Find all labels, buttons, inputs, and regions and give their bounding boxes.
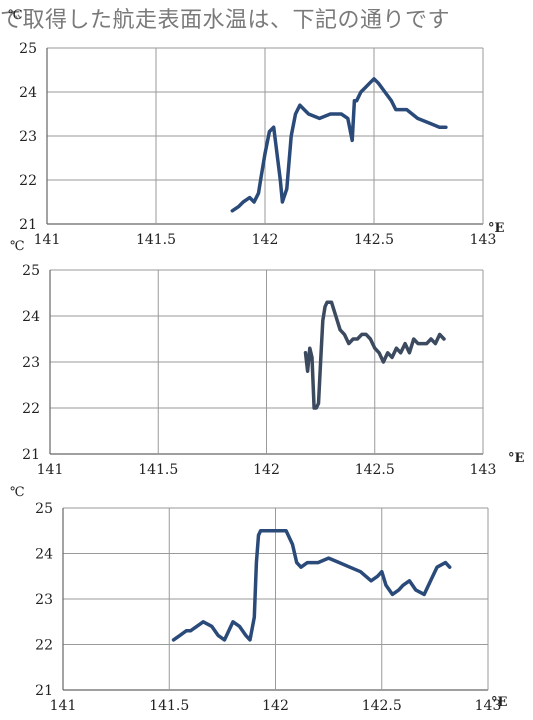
y-axis-unit-label: ℃: [8, 8, 23, 23]
x-tick-label: 143: [470, 462, 497, 478]
y-tick-label: 21: [22, 447, 40, 463]
y-tick-label: 24: [19, 85, 37, 101]
y-tick-label: 24: [22, 309, 40, 325]
y-tick-label: 22: [19, 173, 37, 189]
x-tick-label: 142.5: [354, 232, 394, 248]
temperature-series-line: [171, 529, 452, 642]
y-tick-label: 25: [22, 263, 40, 279]
chart-3: 21 22 23 24 25 141 141.5 142 142.5 143 ℃ °E: [10, 485, 508, 714]
y-tick-label: 22: [22, 401, 40, 417]
y-tick-label: 25: [35, 501, 53, 517]
x-tick-label: 141.5: [136, 232, 176, 248]
y-tick-label: 21: [35, 683, 53, 699]
x-axis-unit-label: °E: [491, 695, 508, 710]
y-tick-label: 22: [35, 638, 53, 654]
y-axis-unit-label: ℃: [10, 239, 25, 254]
x-tick-label: 142.5: [355, 462, 395, 478]
chart-2: 21 22 23 24 25 141 141.5 142 142.5 143 ℃ °E: [10, 239, 525, 478]
y-tick-label: 25: [19, 41, 37, 57]
y-tick-label: 23: [35, 592, 53, 608]
x-tick-label: 142: [252, 232, 279, 248]
x-tick-label: 141: [50, 698, 77, 714]
x-tick-label: 142: [262, 698, 289, 714]
y-axis-unit-label: ℃: [10, 485, 25, 500]
x-tick-label: 141.5: [138, 462, 178, 478]
temperature-series-line: [230, 77, 448, 213]
chart-1: 21 22 23 24 25 141 141.5 142 142.5 143 ℃ °E: [8, 8, 505, 248]
x-tick-label: 141: [37, 462, 64, 478]
x-axis-unit-label: °E: [508, 451, 525, 466]
y-tick-label: 21: [19, 217, 37, 233]
temperature-series-line: [303, 300, 446, 410]
x-tick-label: 142: [253, 462, 280, 478]
x-tick-label: 143: [475, 698, 502, 714]
y-tick-label: 23: [19, 129, 37, 145]
y-tick-label: 23: [22, 355, 40, 371]
y-tick-label: 24: [35, 547, 53, 563]
x-tick-label: 142.5: [362, 698, 402, 714]
x-tick-label: 141.5: [149, 698, 189, 714]
page-header-text: で取得した航走表面水温は、下記の通りです: [0, 8, 451, 33]
x-tick-label: 143: [470, 232, 497, 248]
x-axis-unit-label: °E: [488, 221, 505, 236]
x-tick-label: 141: [34, 232, 61, 248]
